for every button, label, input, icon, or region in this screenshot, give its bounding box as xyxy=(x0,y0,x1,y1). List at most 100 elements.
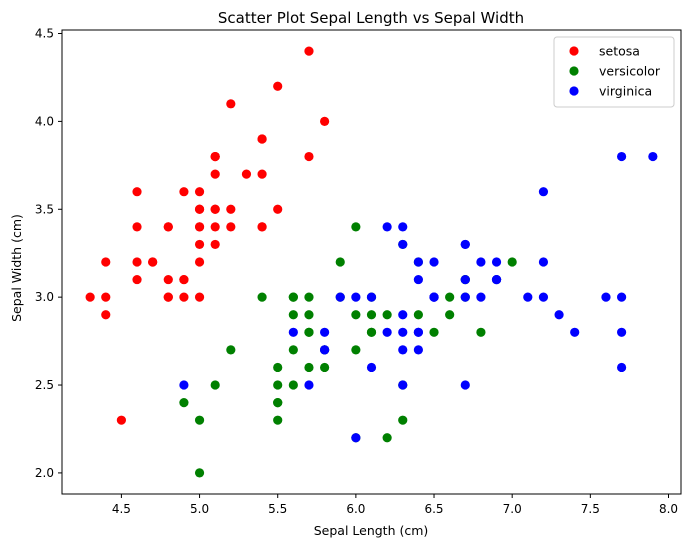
point-virginica-10 xyxy=(429,257,439,267)
point-setosa-29 xyxy=(148,257,158,267)
point-versicolor-45 xyxy=(304,292,314,302)
point-virginica-29 xyxy=(538,292,549,302)
x-axis-label: Sepal Length (cm) xyxy=(314,523,429,538)
point-setosa-41 xyxy=(116,415,126,425)
point-versicolor-48 xyxy=(210,380,220,390)
point-setosa-24 xyxy=(163,222,173,232)
legend-marker-virginica xyxy=(569,86,579,96)
point-setosa-18 xyxy=(304,151,314,162)
point-virginica-5 xyxy=(601,292,611,302)
legend-marker-setosa xyxy=(569,46,579,56)
point-virginica-38 xyxy=(351,292,361,302)
y-tick-label: 3.0 xyxy=(35,290,54,304)
point-virginica-9 xyxy=(538,187,549,197)
point-versicolor-13 xyxy=(366,310,377,320)
point-setosa-30 xyxy=(163,274,173,285)
point-setosa-43 xyxy=(194,204,205,214)
point-versicolor-23 xyxy=(366,327,377,337)
point-versicolor-4 xyxy=(429,327,439,337)
point-virginica-19 xyxy=(351,433,361,443)
point-virginica-8 xyxy=(460,380,470,390)
point-virginica-42 xyxy=(320,345,330,355)
point-versicolor-47 xyxy=(382,310,392,320)
point-virginica-15 xyxy=(413,257,423,267)
legend-label-versicolor: versicolor xyxy=(599,64,661,79)
x-tick-label: 5.0 xyxy=(190,502,209,516)
point-setosa-22 xyxy=(132,187,142,197)
point-versicolor-0 xyxy=(507,257,517,267)
point-virginica-6 xyxy=(179,380,189,390)
point-setosa-13 xyxy=(85,292,95,302)
point-setosa-25 xyxy=(194,292,205,302)
y-tick-label: 4.5 xyxy=(35,27,54,41)
point-versicolor-43 xyxy=(194,415,205,425)
point-virginica-2 xyxy=(523,292,533,302)
point-virginica-12 xyxy=(476,292,486,302)
point-virginica-30 xyxy=(570,327,580,337)
point-versicolor-46 xyxy=(304,310,314,320)
point-setosa-38 xyxy=(101,292,111,302)
point-virginica-48 xyxy=(382,222,392,232)
point-virginica-35 xyxy=(617,292,627,302)
point-virginica-17 xyxy=(617,151,627,162)
point-setosa-3 xyxy=(132,274,142,285)
point-versicolor-14 xyxy=(288,310,298,320)
legend-label-setosa: setosa xyxy=(599,44,640,59)
point-setosa-49 xyxy=(194,239,205,250)
point-versicolor-42 xyxy=(320,362,330,373)
y-tick-label: 2.5 xyxy=(35,378,54,392)
point-versicolor-44 xyxy=(288,345,298,355)
legend-marker-versicolor xyxy=(569,66,579,76)
point-virginica-11 xyxy=(413,345,423,355)
point-setosa-17 xyxy=(210,204,220,214)
chart-title: Scatter Plot Sepal Length vs Sepal Width xyxy=(218,9,524,27)
point-versicolor-37 xyxy=(398,415,408,425)
point-versicolor-38 xyxy=(288,292,298,302)
point-setosa-39 xyxy=(210,222,220,232)
point-setosa-10 xyxy=(257,169,267,179)
point-versicolor-24 xyxy=(413,310,423,320)
point-setosa-32 xyxy=(226,99,236,109)
point-versicolor-40 xyxy=(273,362,283,373)
point-virginica-33 xyxy=(398,327,408,337)
point-virginica-27 xyxy=(366,292,377,302)
point-setosa-4 xyxy=(194,187,205,197)
point-setosa-48 xyxy=(241,169,252,179)
points-layer xyxy=(85,46,658,478)
point-setosa-1 xyxy=(179,292,189,302)
y-axis-label: Sepal Width (cm) xyxy=(9,214,24,322)
point-setosa-14 xyxy=(320,116,330,126)
point-virginica-23 xyxy=(398,345,408,355)
point-versicolor-29 xyxy=(304,362,314,373)
point-versicolor-25 xyxy=(445,292,455,302)
point-virginica-41 xyxy=(491,274,502,285)
point-setosa-35 xyxy=(194,257,205,267)
point-setosa-45 xyxy=(163,292,173,302)
point-virginica-31 xyxy=(648,151,658,162)
x-tick-label: 4.5 xyxy=(112,502,131,516)
x-tick-label: 5.5 xyxy=(268,502,287,516)
point-setosa-33 xyxy=(273,81,283,91)
x-tick-label: 6.5 xyxy=(424,502,443,516)
point-setosa-27 xyxy=(226,204,236,214)
point-versicolor-35 xyxy=(351,222,361,232)
point-virginica-37 xyxy=(413,274,423,285)
x-tick-label: 8.0 xyxy=(659,502,678,516)
point-setosa-36 xyxy=(273,204,283,214)
point-virginica-25 xyxy=(538,257,549,267)
point-versicolor-39 xyxy=(273,380,283,390)
point-versicolor-33 xyxy=(351,345,361,355)
point-setosa-47 xyxy=(132,257,142,267)
point-virginica-40 xyxy=(460,274,470,285)
point-virginica-22 xyxy=(617,327,627,337)
point-setosa-42 xyxy=(101,257,111,267)
point-versicolor-9 xyxy=(226,345,236,355)
point-virginica-46 xyxy=(398,380,408,390)
point-setosa-46 xyxy=(210,151,220,162)
point-setosa-6 xyxy=(132,222,142,232)
point-setosa-21 xyxy=(210,169,220,179)
point-versicolor-28 xyxy=(351,310,361,320)
point-versicolor-3 xyxy=(273,415,283,425)
point-virginica-49 xyxy=(335,292,345,302)
